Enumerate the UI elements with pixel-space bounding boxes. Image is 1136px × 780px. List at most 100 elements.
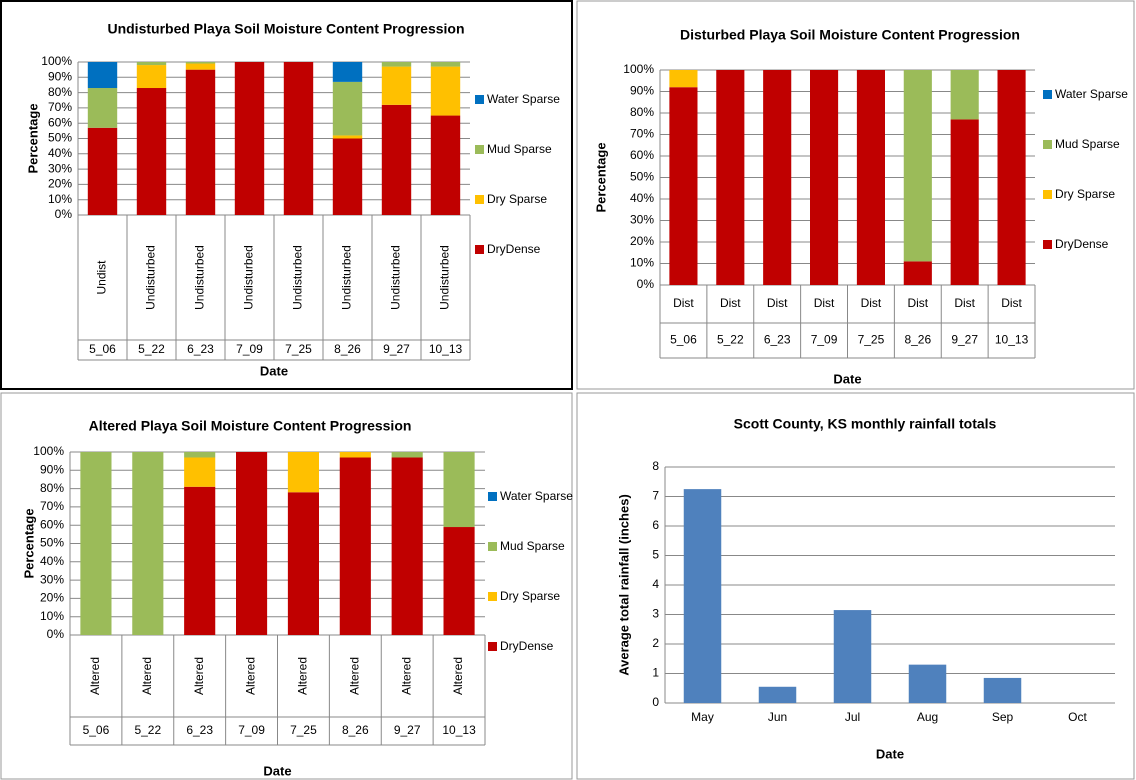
y-tick-label: 0% (55, 207, 73, 221)
y-tick-label: 60% (630, 148, 654, 162)
category-label: Dist (673, 296, 694, 310)
y-tick-label: 1 (652, 666, 659, 680)
bar-segment (430, 62, 461, 67)
bar-segment (283, 62, 314, 215)
category-label: Dist (720, 296, 741, 310)
bar-segment (950, 70, 979, 120)
category-label: Altered (140, 657, 154, 695)
bar-segment (856, 70, 885, 285)
bar-segment (184, 486, 216, 635)
date-label: 7_25 (858, 333, 885, 347)
legend-label: Water Sparse (1055, 87, 1128, 101)
bar-segment (332, 62, 363, 82)
y-tick-label: 90% (40, 462, 64, 476)
category-label: Dist (954, 296, 975, 310)
legend-swatch (488, 642, 497, 651)
y-tick-label: 40% (630, 191, 654, 205)
y-tick-label: 4 (652, 577, 659, 591)
panel-border (0, 392, 573, 780)
bar-segment (997, 70, 1026, 285)
legend-label: Dry Sparse (487, 192, 547, 206)
bar-segment (184, 452, 216, 458)
y-tick-label: 0% (47, 627, 65, 641)
x-axis-title: Date (833, 371, 861, 386)
y-tick-label: 70% (40, 499, 64, 513)
category-label: Dist (1001, 296, 1022, 310)
date-label: 5_22 (717, 333, 744, 347)
category-label: Dist (767, 296, 788, 310)
legend-swatch (1043, 140, 1052, 149)
date-label: 5_22 (138, 342, 165, 356)
category-label: Undisturbed (340, 245, 354, 310)
y-tick-label: 10% (40, 609, 64, 623)
bar-segment (80, 452, 112, 635)
y-tick-label: 0 (652, 695, 659, 709)
date-label: 8_26 (334, 342, 361, 356)
date-label: 8_26 (904, 333, 931, 347)
date-label: 7_09 (811, 333, 838, 347)
x-axis-title: Date (263, 763, 291, 778)
category-label: Altered (399, 657, 413, 695)
y-tick-label: 80% (630, 105, 654, 119)
y-tick-label: 70% (48, 100, 72, 114)
bar-segment (332, 81, 363, 136)
date-label: 9_27 (951, 333, 978, 347)
bar-segment (136, 62, 167, 66)
y-tick-label: 20% (40, 591, 64, 605)
panel-border (0, 0, 573, 390)
bar-segment (185, 62, 216, 64)
date-label: 7_25 (285, 342, 312, 356)
date-label: 10_13 (442, 723, 476, 737)
y-axis-title: Percentage (21, 508, 36, 578)
y-tick-label: 6 (652, 518, 659, 532)
legend-swatch (1043, 90, 1052, 99)
y-tick-label: 40% (48, 146, 72, 160)
bar-segment (381, 66, 412, 105)
bar-segment (381, 62, 412, 67)
legend-swatch (1043, 190, 1052, 199)
y-tick-label: 100% (41, 54, 72, 68)
category-label: Altered (88, 657, 102, 695)
y-tick-label: 5 (652, 548, 659, 562)
bar (833, 610, 872, 703)
category-label: Undisturbed (144, 245, 158, 310)
y-tick-label: 2 (652, 636, 659, 650)
category-label: Undist (95, 260, 109, 295)
date-label: 10_13 (429, 342, 463, 356)
y-tick-label: 60% (48, 115, 72, 129)
bar-segment (430, 115, 461, 215)
date-label: 6_23 (187, 342, 214, 356)
bar-segment (287, 452, 319, 493)
date-label: 9_27 (383, 342, 410, 356)
x-axis-title: Date (260, 363, 288, 378)
y-tick-label: 30% (630, 213, 654, 227)
bar-segment (391, 452, 423, 458)
category-label: Undisturbed (193, 245, 207, 310)
chart-title: Disturbed Playa Soil Moisture Content Pr… (680, 27, 1020, 43)
bar-segment (443, 527, 475, 635)
bar-segment (391, 457, 423, 635)
y-tick-label: 50% (40, 536, 64, 550)
legend-label: Dry Sparse (1055, 187, 1115, 201)
bar-segment (716, 70, 745, 285)
y-tick-label: 90% (630, 84, 654, 98)
bar-segment (234, 62, 265, 215)
y-tick-label: 80% (48, 85, 72, 99)
y-axis-title: Percentage (593, 142, 608, 212)
legend-label: Water Sparse (487, 92, 560, 106)
panel-border (576, 0, 1135, 390)
category-label: Altered (192, 657, 206, 695)
bar-segment (339, 452, 371, 458)
date-label: 6_23 (186, 723, 213, 737)
legend-swatch (475, 95, 484, 104)
legend-swatch (488, 592, 497, 601)
chart-title: Altered Playa Soil Moisture Content Prog… (89, 418, 412, 434)
y-tick-label: 50% (630, 170, 654, 184)
legend-label: DryDense (487, 242, 541, 256)
x-tick-label: Sep (992, 710, 1014, 724)
category-label: Altered (451, 657, 465, 695)
legend-label: Mud Sparse (487, 142, 552, 156)
legend-label: Mud Sparse (1055, 137, 1120, 151)
bar-segment (184, 457, 216, 487)
